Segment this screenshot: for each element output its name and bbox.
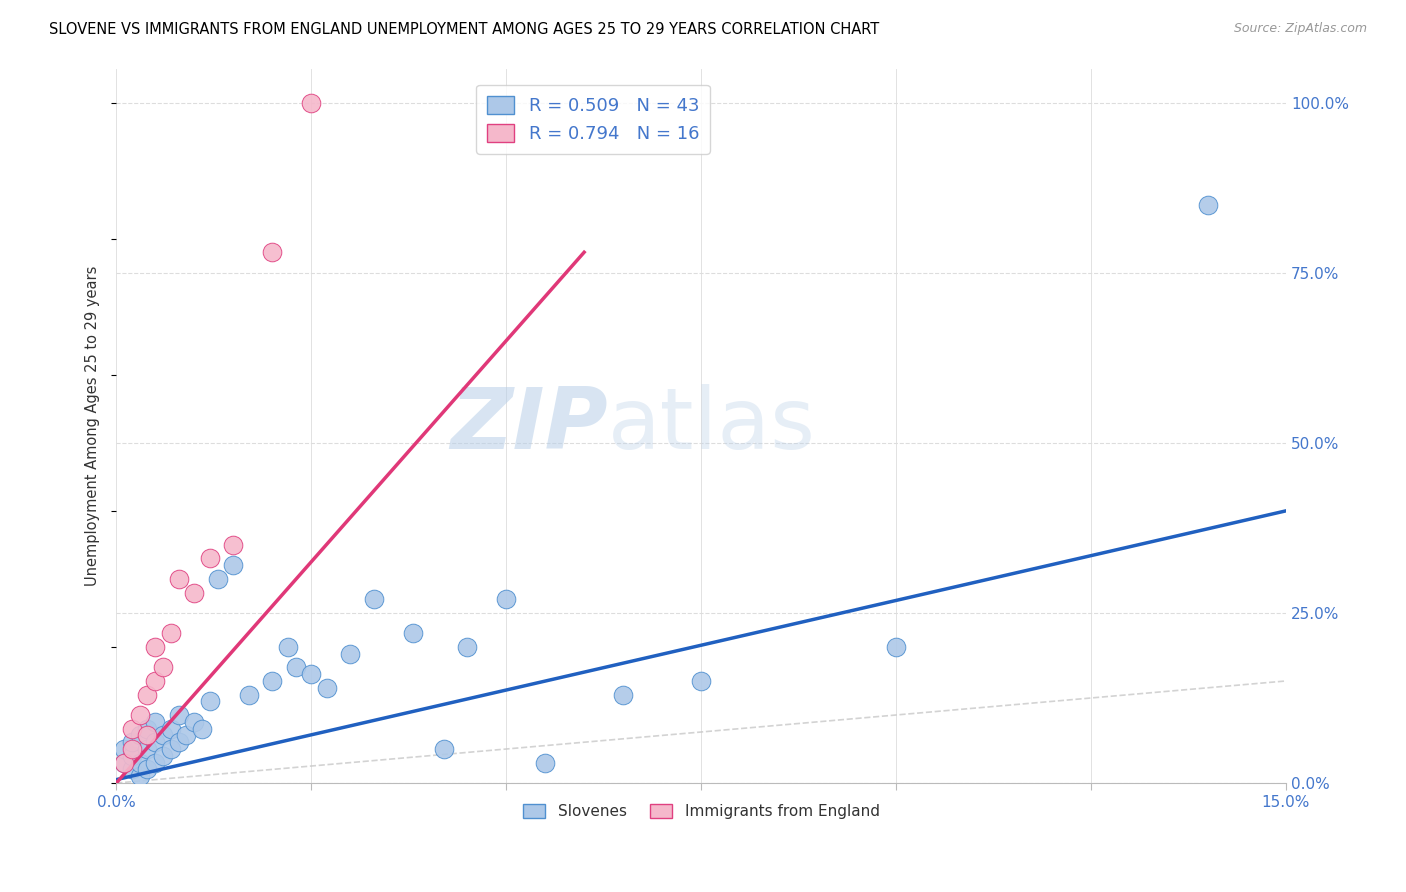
- Point: [167, 735, 190, 749]
- Y-axis label: Unemployment Among Ages 25 to 29 years: Unemployment Among Ages 25 to 29 years: [86, 266, 100, 586]
- Point: [112, 742, 135, 756]
- Point: [299, 95, 322, 110]
- Point: [121, 722, 143, 736]
- Point: [198, 694, 221, 708]
- Point: [112, 756, 135, 770]
- Point: [612, 688, 634, 702]
- Point: [143, 640, 166, 654]
- Point: [262, 673, 284, 688]
- Point: [128, 756, 150, 770]
- Text: ZIP: ZIP: [450, 384, 607, 467]
- Point: [198, 551, 221, 566]
- Point: [136, 722, 159, 736]
- Point: [121, 735, 143, 749]
- Text: SLOVENE VS IMMIGRANTS FROM ENGLAND UNEMPLOYMENT AMONG AGES 25 TO 29 YEARS CORREL: SLOVENE VS IMMIGRANTS FROM ENGLAND UNEMP…: [49, 22, 880, 37]
- Point: [433, 742, 456, 756]
- Point: [160, 742, 183, 756]
- Point: [183, 714, 205, 729]
- Point: [315, 681, 337, 695]
- Point: [121, 763, 143, 777]
- Point: [222, 558, 245, 573]
- Point: [143, 756, 166, 770]
- Point: [136, 763, 159, 777]
- Point: [284, 660, 307, 674]
- Point: [534, 756, 557, 770]
- Point: [136, 688, 159, 702]
- Point: [339, 647, 361, 661]
- Legend: Slovenes, Immigrants from England: Slovenes, Immigrants from England: [516, 798, 886, 825]
- Point: [401, 626, 423, 640]
- Point: [136, 728, 159, 742]
- Point: [128, 728, 150, 742]
- Point: [1197, 197, 1219, 211]
- Point: [495, 592, 517, 607]
- Point: [143, 673, 166, 688]
- Point: [884, 640, 907, 654]
- Point: [262, 245, 284, 260]
- Text: Source: ZipAtlas.com: Source: ZipAtlas.com: [1233, 22, 1367, 36]
- Point: [222, 538, 245, 552]
- Point: [690, 673, 713, 688]
- Point: [456, 640, 478, 654]
- Point: [183, 585, 205, 599]
- Point: [160, 626, 183, 640]
- Point: [143, 735, 166, 749]
- Point: [277, 640, 299, 654]
- Point: [363, 592, 385, 607]
- Point: [176, 728, 198, 742]
- Point: [299, 667, 322, 681]
- Point: [167, 572, 190, 586]
- Point: [128, 769, 150, 783]
- Point: [136, 742, 159, 756]
- Point: [160, 722, 183, 736]
- Point: [143, 714, 166, 729]
- Point: [238, 688, 260, 702]
- Point: [112, 756, 135, 770]
- Point: [128, 708, 150, 723]
- Point: [121, 748, 143, 763]
- Point: [121, 742, 143, 756]
- Point: [191, 722, 214, 736]
- Point: [167, 708, 190, 723]
- Point: [152, 728, 174, 742]
- Point: [152, 660, 174, 674]
- Point: [207, 572, 229, 586]
- Text: atlas: atlas: [607, 384, 815, 467]
- Point: [152, 748, 174, 763]
